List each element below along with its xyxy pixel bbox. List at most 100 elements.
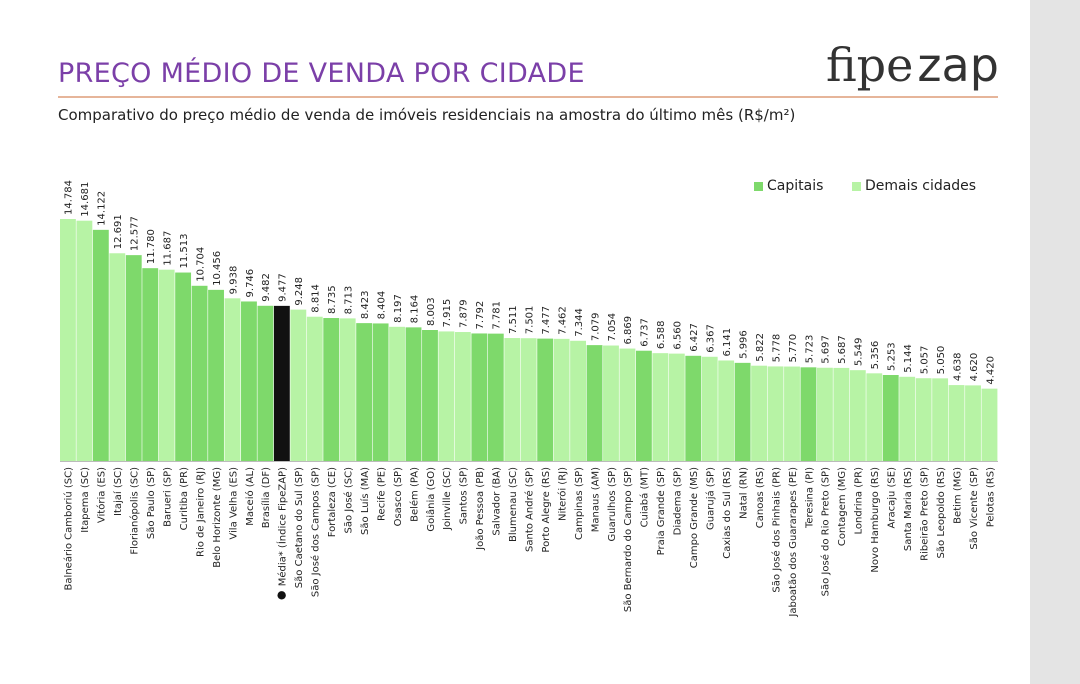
bar [422,330,438,461]
value-label: 8.735 [327,285,338,314]
bar [981,388,998,461]
value-label: 4.420 [985,356,996,385]
category-label: São Luís (MA) [359,467,371,535]
value-label: 10.704 [195,247,206,282]
legend-swatch-demais [852,181,861,191]
category-label: Porto Alegre (RS) [541,467,552,553]
value-label: 4.620 [969,353,980,382]
value-label: 9.477 [278,273,289,302]
value-label: 6.427 [689,323,700,352]
bar [635,350,652,461]
category-label: São José do Rio Preto (SP) [820,467,832,596]
category-label: Guarujá (SP) [705,467,717,530]
bar [701,356,718,461]
value-label: 7.792 [475,301,486,330]
bar [323,318,340,461]
value-label: 7.511 [508,305,519,334]
value-label: 6.588 [656,321,667,350]
category-label: Canoas (RS) [755,467,766,528]
bar [668,353,685,461]
category-label: Santos (SP) [459,467,470,525]
category-label: Curitiba (PR) [179,467,190,530]
bar [158,269,175,461]
category-label: Guarulhos (SP) [607,467,618,542]
category-label: Teresina (PI) [804,467,815,529]
legend-label-demais: Demais cidades [865,178,977,194]
value-label: 5.057 [919,346,930,375]
value-label: 8.164 [409,295,420,324]
value-label: 8.003 [426,297,437,326]
bar [734,362,751,461]
fipezap-logo: fipezap [826,38,999,92]
bar [570,340,586,461]
bar [652,353,669,461]
category-label: Maceió (AL) [244,467,256,526]
bar [553,338,570,461]
category-label: Goiânia (GO) [425,467,437,532]
value-label: 5.050 [936,346,947,375]
bar [603,345,619,461]
value-label: 8.713 [343,286,354,315]
category-label: Blumenau (SC) [508,467,519,542]
category-label: Cuiabá (MT) [639,467,651,528]
bar [932,378,949,461]
category-label: Osasco (SP) [393,467,404,526]
bar [800,367,817,461]
bar [948,385,965,461]
value-label: 6.141 [722,328,733,357]
category-label: Campinas (SP) [574,467,585,540]
bar [389,326,405,461]
category-label: Belém (PA) [408,467,420,522]
value-label: 9.248 [294,277,305,306]
bar [60,219,76,461]
category-label: Itapema (SC) [80,467,91,533]
logo-part-zap: zap [917,38,999,92]
value-label: 8.197 [393,294,404,323]
category-label: Fortaleza (CE) [327,467,338,537]
value-label: 14.681 [80,182,91,217]
category-label: Praia Grande (SP) [656,467,667,555]
category-label: Rio de Janeiro (RJ) [195,467,206,557]
value-label: 5.687 [837,335,848,364]
category-label: Jaboatão dos Guararapes (PE) [788,467,799,618]
value-label: 5.549 [854,338,865,367]
bar [241,301,257,461]
category-label: Diadema (SP) [673,467,684,535]
value-label: 9.938 [228,266,239,295]
value-label: 5.996 [738,330,749,359]
bar [816,367,833,461]
bar-chart: 14.784 Balneário Camboriú (SC) 14.681 Itape… [60,180,998,618]
category-label: São Paulo (SP) [146,467,157,539]
value-label: 9.482 [261,273,272,302]
category-label: Vila Velha (ES) [228,467,239,540]
bar [833,367,850,461]
bar [586,345,603,461]
bar [866,373,883,461]
category-label: São Caetano do Sul (SP) [294,467,305,588]
category-label: Betim (MG) [952,467,963,524]
category-label: São José (SC) [342,467,354,534]
bar [224,298,241,461]
category-label: Aracaju (SE) [887,467,898,529]
chart-subtitle: Comparativo do preço médio de venda de i… [58,106,796,124]
value-label: 5.144 [903,344,914,373]
value-label: 4.638 [952,352,963,381]
value-label: 11.513 [179,234,190,269]
value-label: 6.737 [640,318,651,347]
value-label: 7.501 [525,306,536,335]
category-label: Niterói (RJ) [556,467,568,521]
category-label: João Pessoa (PB) [475,467,486,551]
category-label: Joinville (SC) [442,467,453,531]
category-label: São José dos Campos (SP) [310,467,322,597]
title-divider [58,96,998,98]
value-label: 5.723 [804,335,815,364]
bar [849,370,866,461]
bar [76,220,93,461]
bar [125,255,142,461]
bar [471,333,488,461]
value-label: 7.079 [590,312,601,341]
logo-part-fipe: fipe [826,38,914,92]
bar [619,348,636,461]
bar [356,323,373,461]
bar [718,360,735,461]
